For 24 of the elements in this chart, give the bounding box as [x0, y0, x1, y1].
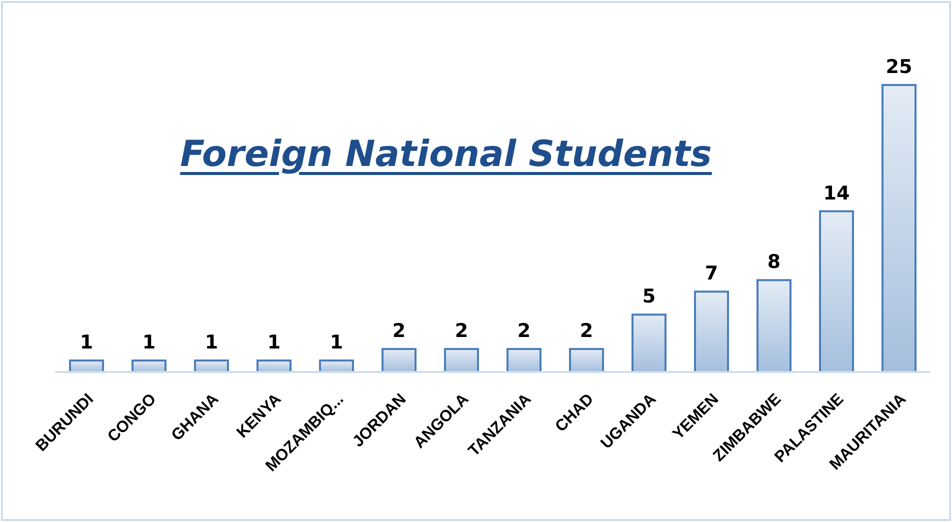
- bar: [756, 279, 792, 373]
- bar: [632, 314, 666, 373]
- data-label: 8: [767, 251, 781, 274]
- data-label: 1: [204, 332, 218, 354]
- data-label: 1: [142, 332, 156, 354]
- data-label: 14: [823, 182, 850, 204]
- data-label: 1: [80, 332, 94, 354]
- bar: [694, 290, 729, 373]
- bar: [819, 210, 854, 373]
- data-label: 2: [580, 320, 594, 342]
- data-label: 2: [454, 320, 468, 342]
- data-label: 1: [330, 332, 344, 354]
- data-label: 2: [392, 320, 406, 342]
- bar: [444, 348, 479, 373]
- data-label: 1: [267, 332, 281, 354]
- text: Foreign National Students: [179, 134, 713, 175]
- bar: [506, 348, 542, 373]
- bar: [569, 348, 604, 373]
- data-label: 25: [886, 56, 912, 78]
- data-label: 7: [704, 262, 718, 285]
- bar: [882, 84, 916, 373]
- data-label: 5: [642, 286, 656, 308]
- bar: [382, 348, 416, 373]
- data-label: 2: [517, 320, 531, 342]
